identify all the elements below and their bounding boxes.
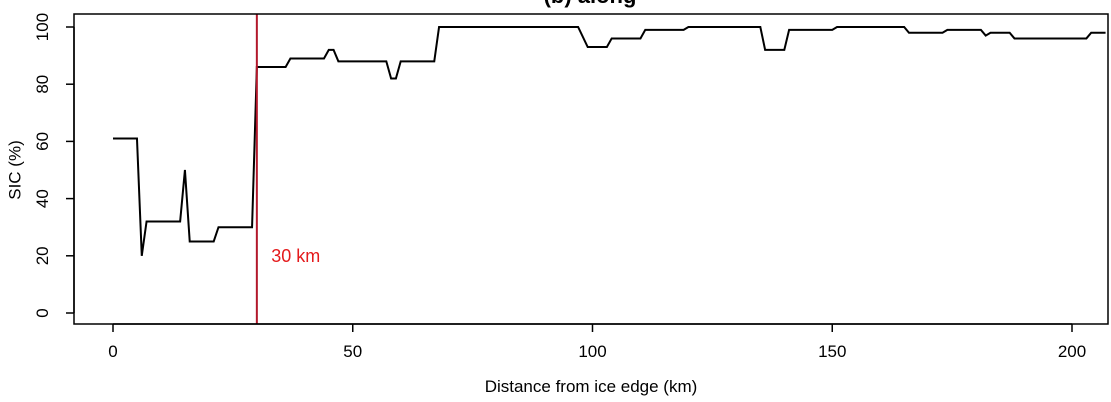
x-axis-title: Distance from ice edge (km) bbox=[485, 377, 698, 396]
y-tick-label: 20 bbox=[33, 246, 52, 265]
y-tick-label: 40 bbox=[33, 189, 52, 208]
x-tick-label: 150 bbox=[818, 342, 846, 361]
plot-title: (b) along bbox=[544, 0, 637, 8]
x-tick-label: 50 bbox=[343, 342, 362, 361]
x-tick-label: 0 bbox=[108, 342, 117, 361]
y-tick-label: 60 bbox=[33, 132, 52, 151]
x-tick-label: 200 bbox=[1058, 342, 1086, 361]
y-tick-label: 0 bbox=[33, 308, 52, 317]
y-tick-label: 100 bbox=[33, 13, 52, 41]
annotation-label: 30 km bbox=[271, 246, 320, 266]
x-tick-label: 100 bbox=[578, 342, 606, 361]
y-tick-label: 80 bbox=[33, 75, 52, 94]
y-axis-title: SIC (%) bbox=[5, 140, 24, 200]
